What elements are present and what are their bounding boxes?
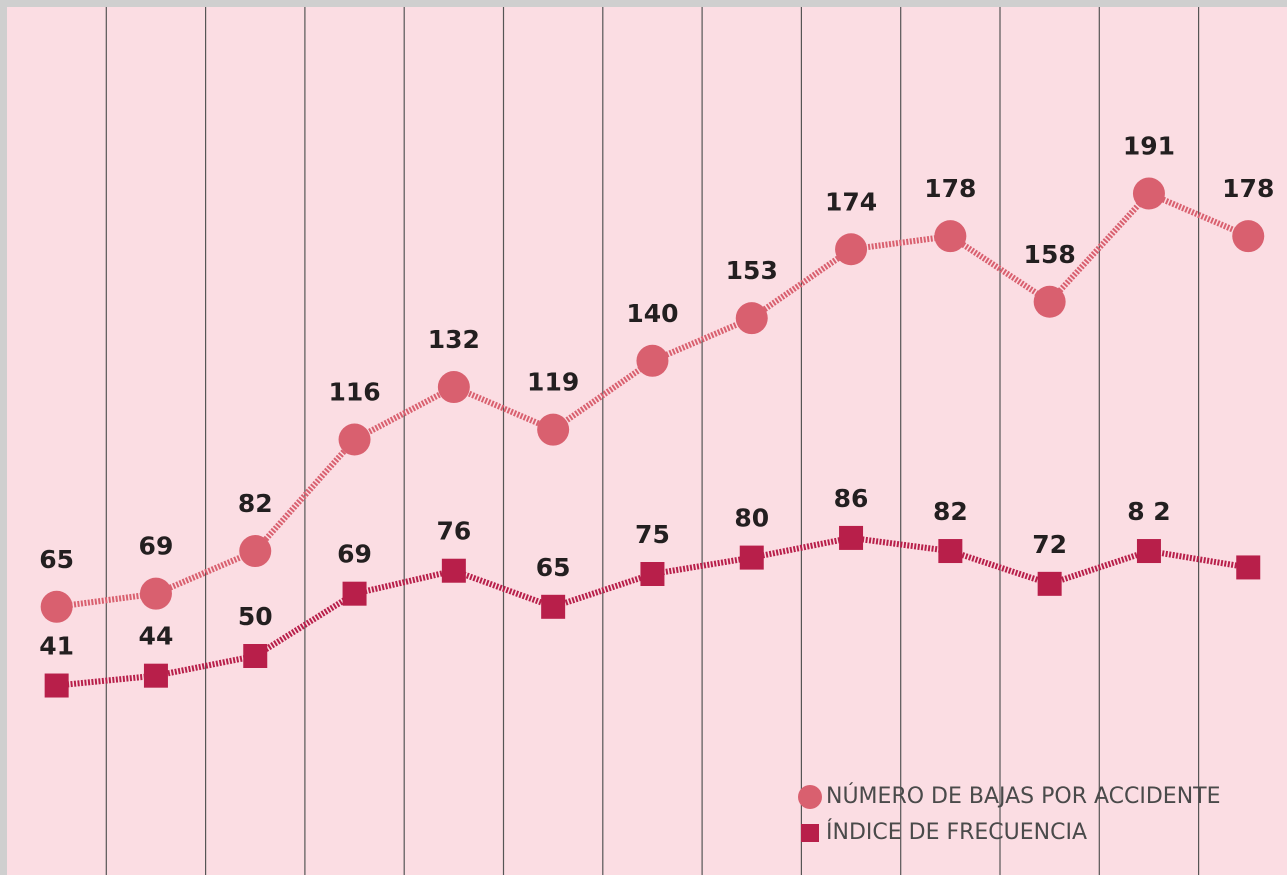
point: [40, 590, 73, 623]
point: [541, 594, 566, 619]
point: [1136, 539, 1161, 564]
value-label: 82: [238, 489, 273, 518]
value-label: 116: [328, 378, 380, 407]
point: [1132, 177, 1165, 210]
plot-background: [7, 7, 1287, 875]
point: [342, 581, 367, 606]
point: [835, 233, 868, 266]
legend-label: NÚMERO DE BAJAS POR ACCIDENTE: [826, 783, 1221, 809]
value-label: 50: [238, 602, 273, 631]
value-label: 44: [139, 622, 174, 651]
point: [1236, 555, 1261, 580]
point: [839, 525, 864, 550]
point: [1037, 571, 1062, 596]
legend-label: ÍNDICE DE FRECUENCIA: [826, 819, 1087, 845]
point: [537, 413, 570, 446]
point: [44, 673, 69, 698]
value-label: 75: [635, 520, 670, 549]
point: [640, 562, 665, 586]
point: [735, 302, 768, 335]
value-label: 153: [726, 256, 778, 285]
point: [437, 371, 470, 404]
point: [338, 423, 371, 456]
point: [139, 577, 172, 610]
value-label: 178: [924, 174, 976, 203]
legend-marker: [798, 785, 822, 809]
value-label: 158: [1024, 240, 1076, 269]
point: [239, 535, 272, 568]
value-label: 191: [1123, 132, 1175, 161]
point: [739, 545, 764, 570]
value-label: 72: [1032, 530, 1067, 559]
value-label: 65: [536, 553, 571, 582]
legend-marker: [801, 824, 819, 842]
value-label: 76: [436, 517, 471, 546]
point: [143, 663, 168, 688]
value-label: 140: [626, 299, 678, 328]
point: [938, 539, 963, 564]
value-label: 80: [734, 504, 769, 533]
value-label: 82: [933, 497, 968, 526]
point: [243, 644, 268, 668]
value-label: 174: [825, 187, 877, 216]
point: [934, 220, 967, 253]
value-label: 178: [1222, 174, 1274, 203]
point: [1232, 220, 1265, 253]
value-label: 119: [527, 368, 579, 397]
point: [441, 558, 466, 583]
value-label: 41: [39, 632, 74, 661]
value-label: 86: [834, 484, 869, 513]
value-label: 132: [428, 325, 480, 354]
value-label: 69: [139, 532, 174, 561]
value-label: 8 2: [1127, 497, 1171, 526]
point: [636, 344, 669, 377]
point: [1033, 285, 1066, 318]
value-label: 69: [337, 540, 372, 569]
value-label: 65: [39, 545, 74, 574]
